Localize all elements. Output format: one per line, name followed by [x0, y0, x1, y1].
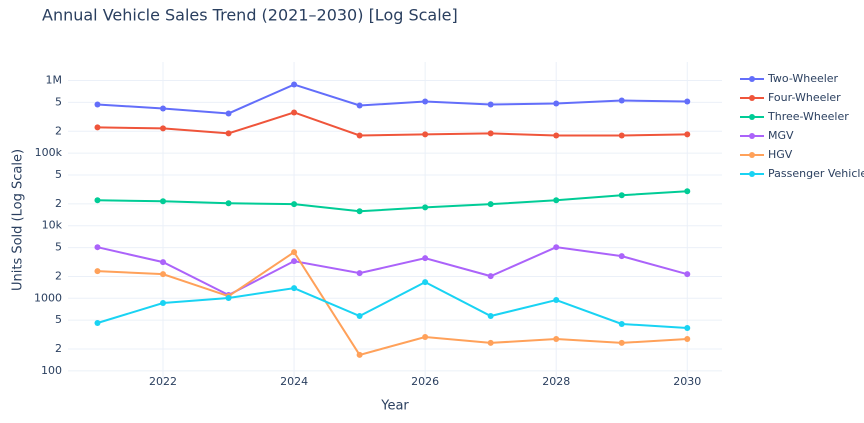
- data-point: [94, 197, 101, 204]
- data-point: [291, 81, 298, 88]
- legend-label: HGV: [768, 148, 793, 161]
- data-point: [356, 102, 363, 109]
- legend-label: Passenger Vehicle: [768, 167, 864, 180]
- y-tick-label: 2: [55, 342, 62, 355]
- data-point: [225, 294, 232, 301]
- data-point: [422, 334, 429, 341]
- data-point: [487, 201, 494, 208]
- series-line: [97, 281, 688, 329]
- data-point: [422, 279, 429, 286]
- data-point: [356, 313, 363, 320]
- y-tick-label: 5: [55, 241, 62, 254]
- data-point: [291, 285, 298, 292]
- legend-marker: [749, 76, 755, 82]
- y-tick-label: 1000: [34, 291, 62, 304]
- legend-label: MGV: [768, 129, 794, 142]
- data-point: [487, 273, 494, 280]
- data-point: [422, 98, 429, 105]
- legend-marker: [749, 152, 755, 158]
- data-point: [160, 259, 167, 266]
- y-tick-label: 10k: [42, 219, 63, 232]
- x-tick-label: 2024: [280, 375, 308, 388]
- x-axis-label: Year: [380, 399, 409, 414]
- data-point: [94, 268, 101, 275]
- data-point: [160, 271, 167, 278]
- data-point: [356, 351, 363, 358]
- data-point: [684, 98, 691, 105]
- data-point: [487, 101, 494, 108]
- data-point: [94, 244, 101, 251]
- y-tick-label: 5: [55, 95, 62, 108]
- data-point: [553, 244, 560, 251]
- data-point: [422, 131, 429, 138]
- data-point: [225, 130, 232, 137]
- data-point: [291, 201, 298, 208]
- legend-label: Four-Wheeler: [768, 91, 841, 104]
- data-point: [684, 336, 691, 343]
- data-point: [94, 101, 101, 108]
- y-tick-label: 2: [55, 269, 62, 282]
- y-tick-label: 2: [55, 197, 62, 210]
- data-point: [684, 271, 691, 278]
- legend-label: Three-Wheeler: [767, 110, 849, 123]
- data-point: [618, 339, 625, 346]
- series-line: [97, 190, 688, 213]
- y-tick-label: 100k: [35, 146, 63, 159]
- data-point: [553, 132, 560, 139]
- data-point: [422, 255, 429, 262]
- data-point: [618, 320, 625, 327]
- data-point: [291, 249, 298, 256]
- y-tick-label: 100: [41, 364, 62, 377]
- data-point: [356, 270, 363, 277]
- x-tick-label: 2028: [542, 375, 570, 388]
- y-tick-label: 1M: [46, 74, 63, 87]
- data-point: [160, 125, 167, 132]
- legend-marker: [749, 133, 755, 139]
- y-axis-label: Units Sold (Log Scale): [11, 149, 26, 291]
- y-tick-label: 2: [55, 124, 62, 137]
- data-point: [422, 204, 429, 211]
- series-line: [97, 83, 688, 115]
- data-point: [94, 319, 101, 326]
- data-point: [684, 324, 691, 331]
- legend-marker: [749, 114, 755, 120]
- data-point: [225, 110, 232, 117]
- y-tick-label: 5: [55, 313, 62, 326]
- x-tick-label: 2030: [673, 375, 701, 388]
- legend-marker: [749, 171, 755, 177]
- data-point: [553, 100, 560, 107]
- data-point: [553, 297, 560, 304]
- chart-title: Annual Vehicle Sales Trend (2021–2030) […: [42, 6, 458, 25]
- legend-marker: [749, 95, 755, 101]
- data-point: [618, 97, 625, 104]
- legend-label: Two-Wheeler: [767, 72, 839, 85]
- x-tick-label: 2022: [149, 375, 177, 388]
- data-point: [487, 313, 494, 320]
- data-point: [160, 300, 167, 307]
- x-tick-label: 2026: [411, 375, 439, 388]
- data-point: [553, 336, 560, 343]
- data-point: [487, 339, 494, 346]
- data-point: [160, 105, 167, 112]
- series-line: [97, 111, 688, 137]
- data-point: [291, 258, 298, 265]
- data-point: [684, 131, 691, 138]
- data-point: [356, 132, 363, 139]
- data-point: [618, 192, 625, 199]
- data-point: [487, 130, 494, 137]
- y-tick-label: 5: [55, 168, 62, 181]
- data-point: [553, 197, 560, 204]
- data-point: [618, 132, 625, 139]
- series-line: [97, 246, 688, 297]
- series-line: [97, 250, 688, 357]
- data-point: [618, 253, 625, 260]
- data-point: [356, 208, 363, 215]
- data-point: [225, 200, 232, 207]
- data-point: [684, 188, 691, 195]
- data-point: [291, 109, 298, 116]
- data-point: [94, 124, 101, 131]
- data-point: [160, 198, 167, 205]
